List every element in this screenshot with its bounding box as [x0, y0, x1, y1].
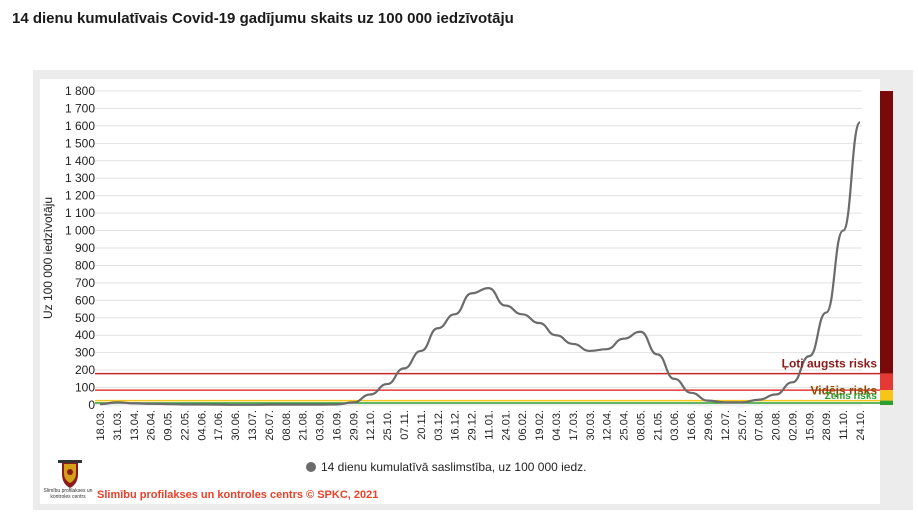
x-tick-label: 03.09.: [315, 410, 327, 441]
x-tick-label: 07.08.: [754, 410, 766, 441]
x-tick-label: 25.04.: [619, 410, 631, 441]
y-tick-label: 1 100: [65, 206, 95, 220]
y-axis-ticks: 0 100 200 300 400 500 600 700 800 900 1 000 1 100 1 …: [65, 84, 95, 412]
y-tick-label: 400: [75, 328, 95, 342]
x-axis-ticks: 18.03. 31.03. 13.04. 26.04. 09.05. 22.05. 04.0…: [95, 410, 867, 441]
logo-text: Slimību profilakses un kontroles centrs: [43, 488, 93, 500]
x-tick-label: 30.03.: [585, 410, 597, 441]
x-tick-label: 02.09.: [787, 410, 799, 441]
x-tick-label: 25.07.: [737, 410, 749, 441]
legend: 14 dienu kumulatīvā saslimstība, uz 100 …: [306, 460, 587, 474]
x-tick-label: 19.02.: [534, 410, 546, 441]
threshold-label: Zems risks: [825, 391, 878, 402]
x-tick-label: 16.06.: [686, 410, 698, 441]
x-tick-label: 22.05.: [179, 410, 191, 441]
x-tick-label: 17.06.: [213, 410, 225, 441]
legend-label: 14 dienu kumulatīvā saslimstība, uz 100 …: [321, 460, 587, 474]
x-tick-label: 07.11.: [399, 410, 411, 440]
risk-band: [880, 373, 893, 391]
x-tick-label: 28.09.: [821, 410, 833, 441]
x-tick-label: 20.11.: [416, 410, 428, 440]
threshold-label: Ļoti augsts risks: [782, 357, 878, 371]
footer-credit: Slimību profilakses un kontroles centrs …: [97, 489, 379, 501]
y-tick-label: 1 600: [65, 119, 95, 133]
x-tick-label: 29.12.: [467, 410, 479, 441]
x-tick-label: 11.01.: [483, 410, 495, 440]
x-tick-label: 04.06.: [196, 410, 208, 441]
x-tick-label: 12.07.: [720, 410, 732, 441]
x-tick-label: 13.07.: [247, 410, 259, 441]
x-tick-label: 11.10.: [838, 410, 850, 440]
y-tick-label: 900: [75, 241, 95, 255]
risk-band: [880, 390, 893, 401]
x-tick-label: 09.05.: [163, 410, 175, 441]
y-axis-label: Uz 100 000 iedzīvotāju: [41, 197, 55, 319]
x-tick-label: 20.08.: [771, 410, 783, 441]
y-tick-label: 1 800: [65, 84, 95, 98]
x-tick-label: 03.06.: [669, 410, 681, 441]
y-tick-label: 1 700: [65, 101, 95, 115]
y-tick-label: 1 300: [65, 171, 95, 185]
page-title: 14 dienu kumulatīvais Covid-19 gadījumu …: [12, 10, 514, 27]
y-tick-label: 200: [75, 363, 95, 377]
x-tick-label: 26.07.: [264, 410, 276, 441]
y-tick-label: 700: [75, 276, 95, 290]
y-tick-label: 600: [75, 293, 95, 307]
threshold-label: Vidējs risks: [811, 384, 878, 398]
x-tick-label: 08.05.: [635, 410, 647, 441]
x-tick-label: 08.08.: [281, 410, 293, 441]
y-tick-label: 1 200: [65, 189, 95, 203]
x-tick-label: 06.02.: [517, 410, 529, 441]
x-tick-label: 12.10.: [365, 410, 377, 441]
risk-band: [880, 91, 893, 374]
x-tick-label: 04.03.: [551, 410, 563, 441]
y-tick-label: 300: [75, 346, 95, 360]
x-tick-label: 25.10.: [382, 410, 394, 441]
x-tick-label: 15.09.: [804, 410, 816, 441]
y-tick-label: 1 000: [65, 224, 95, 238]
risk-bands: [880, 91, 893, 405]
y-tick-label: 100: [75, 381, 95, 395]
risk-band: [880, 400, 893, 405]
grid-lines: [95, 90, 862, 406]
series-layer: [99, 121, 862, 406]
x-tick-label: 24.01.: [500, 410, 512, 441]
x-tick-label: 16.12.: [450, 410, 462, 441]
y-tick-label: 1 400: [65, 154, 95, 168]
threshold-label: Augsts risks: [805, 373, 877, 387]
spkc-logo: [58, 460, 82, 488]
legend-marker: [306, 462, 316, 472]
x-tick-label: 03.12.: [433, 410, 445, 441]
x-tick-label: 26.04.: [146, 410, 158, 441]
x-tick-label: 16.09.: [331, 410, 343, 441]
x-tick-label: 12.04.: [602, 410, 614, 441]
series-line: [99, 121, 862, 406]
x-tick-label: 18.03.: [95, 410, 107, 441]
x-tick-label: 21.08.: [298, 410, 310, 441]
x-tick-label: 13.04.: [129, 410, 141, 441]
x-tick-label: 29.09.: [348, 410, 360, 441]
x-tick-label: 29.06.: [703, 410, 715, 441]
y-tick-label: 800: [75, 258, 95, 272]
y-tick-label: 0: [88, 398, 95, 412]
x-tick-label: 21.05.: [652, 410, 664, 441]
chart-panel: [40, 79, 880, 504]
x-tick-label: 24.10.: [855, 410, 867, 441]
y-tick-label: 500: [75, 311, 95, 325]
x-tick-label: 31.03.: [112, 410, 124, 441]
x-tick-label: 17.03.: [568, 410, 580, 441]
x-tick-label: 30.06.: [230, 410, 242, 441]
y-tick-label: 1 500: [65, 136, 95, 150]
